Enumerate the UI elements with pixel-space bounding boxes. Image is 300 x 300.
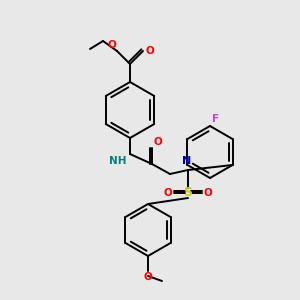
Text: S: S bbox=[184, 187, 193, 200]
Text: N: N bbox=[182, 156, 192, 166]
Text: F: F bbox=[212, 114, 219, 124]
Text: O: O bbox=[204, 188, 213, 198]
Text: O: O bbox=[144, 272, 152, 282]
Text: NH: NH bbox=[110, 156, 127, 166]
Text: O: O bbox=[145, 46, 154, 56]
Text: O: O bbox=[163, 188, 172, 198]
Text: O: O bbox=[107, 40, 116, 50]
Text: O: O bbox=[154, 137, 163, 147]
